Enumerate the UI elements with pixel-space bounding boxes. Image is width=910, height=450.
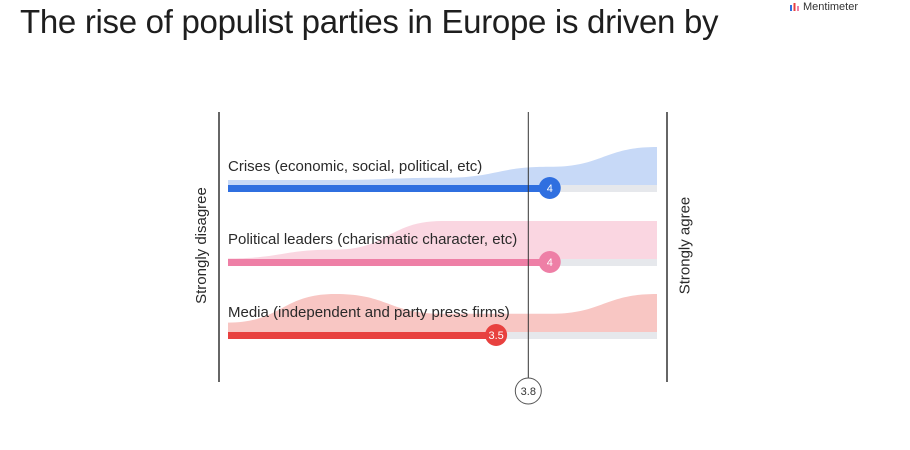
statement-label: Crises (economic, social, political, etc… [228,158,483,175]
mean-marker [538,177,561,199]
mentimeter-logo-icon [790,3,799,11]
statement-label: Political leaders (charismatic character… [228,231,518,248]
mean-value-label: 4 [547,183,553,195]
mean-value-label: 3.5 [488,330,503,342]
average-value-label: 3.8 [521,386,536,398]
mean-marker [485,324,508,346]
mean-value-label: 4 [547,257,553,269]
distribution-area [228,294,657,338]
axis-label-right: Strongly agree [676,196,694,294]
average-badge [514,377,542,405]
mean-bar [228,185,550,192]
mean-bar [228,259,550,266]
brand-name: Mentimeter [803,1,859,13]
mean-bar [228,332,497,339]
mean-marker [538,251,561,273]
statement-label: Media (independent and party press firms… [228,304,510,321]
brand-logo: Mentimeter [790,1,858,13]
axis-label-left: Strongly disagree [192,186,210,304]
page-title: The rise of populist parties in Europe i… [20,3,719,40]
